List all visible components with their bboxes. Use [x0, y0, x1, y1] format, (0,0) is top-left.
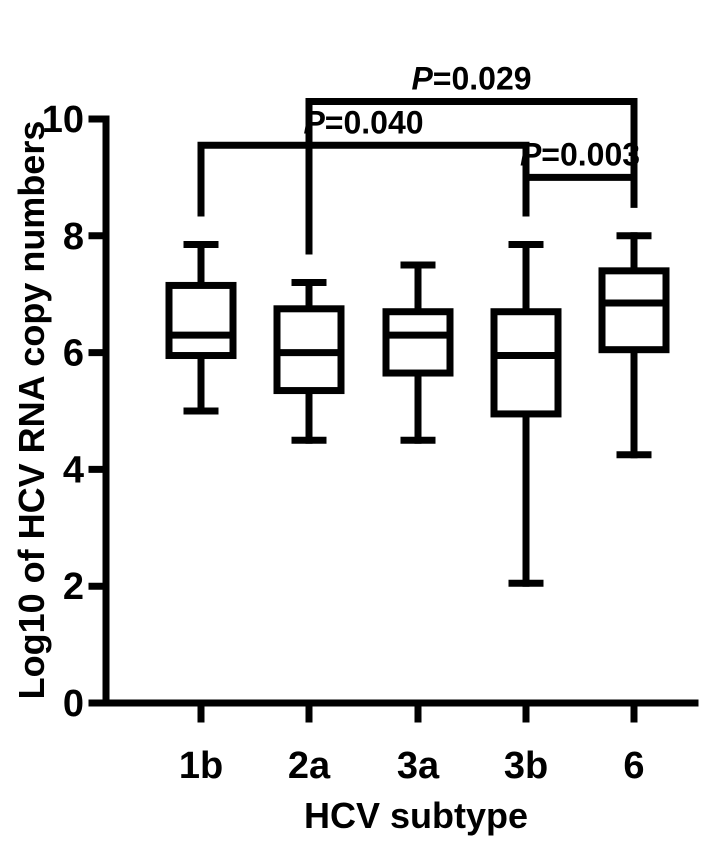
p-value-label: P=0.040: [303, 104, 423, 140]
p-value: =0.003: [541, 136, 640, 172]
significance-2a-6: P=0.029: [305, 60, 638, 255]
box-iqr: [598, 267, 670, 354]
x-tick-label: 6: [623, 745, 644, 787]
y-tick-label: 0: [63, 683, 84, 725]
y-axis-title: Log10 of HCV RNA copy numbers: [11, 121, 52, 700]
bracket-line: [522, 173, 638, 217]
p-value-label: P=0.029: [411, 60, 531, 96]
box-iqr: [165, 281, 237, 360]
x-tick-label: 2a: [288, 745, 331, 787]
y-tick-label: 6: [63, 333, 84, 375]
p-value: =0.040: [325, 104, 424, 140]
box-iqr: [382, 308, 454, 377]
significance-1b-3b: P=0.040: [197, 104, 530, 217]
significance-3b-6: P=0.003: [520, 136, 640, 217]
box-3b: [490, 241, 562, 587]
bracket-line: [197, 141, 530, 217]
x-axis: 1b 2a 3a 3b 6: [102, 699, 699, 787]
y-tick-label: 10: [42, 99, 84, 141]
y-axis: 0 2 4 6 8 10: [42, 99, 110, 725]
x-tick-label: 3a: [397, 745, 440, 787]
p-symbol: P: [411, 60, 433, 96]
x-tick-label: 3b: [504, 745, 548, 787]
box-1b: [165, 241, 237, 415]
x-tick-label: 1b: [179, 745, 223, 787]
boxes: [165, 232, 670, 587]
y-tick-label: 2: [63, 566, 84, 608]
box-2a: [273, 279, 345, 444]
y-tick-label: 4: [63, 449, 84, 491]
box-3a: [382, 261, 454, 444]
bracket-line: [305, 97, 638, 255]
p-symbol: P: [520, 136, 542, 172]
box-iqr: [490, 308, 562, 418]
p-value: =0.029: [433, 60, 532, 96]
x-axis-title: HCV subtype: [304, 795, 528, 836]
box-6: [598, 232, 670, 459]
p-value-label: P=0.003: [520, 136, 640, 172]
y-tick-label: 8: [63, 216, 84, 258]
p-symbol: P: [303, 104, 325, 140]
